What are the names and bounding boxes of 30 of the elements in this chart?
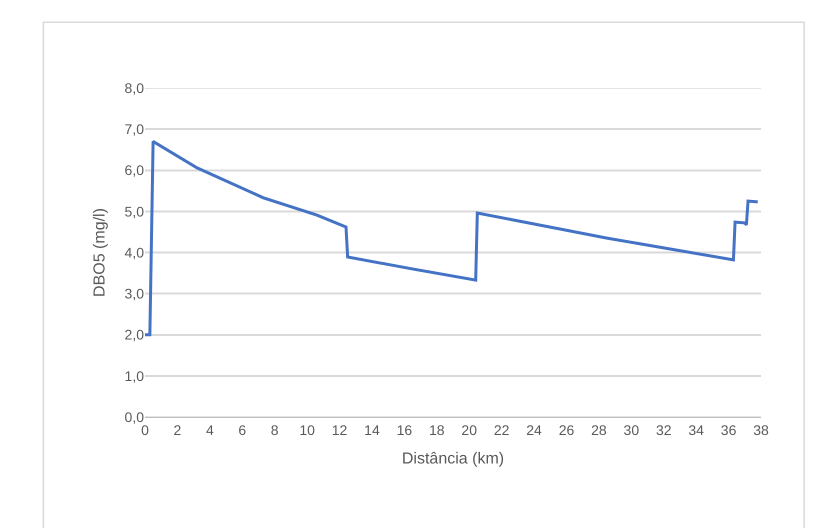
x-tick-label: 18 — [429, 422, 445, 438]
x-tick-label: 22 — [494, 422, 510, 438]
x-axis-title: Distância (km) — [402, 450, 504, 468]
y-tick-label: 3,0 — [124, 286, 144, 302]
y-tick-label: 2,0 — [124, 326, 144, 343]
x-tick-label: 24 — [526, 422, 542, 438]
y-tick-label: 4,0 — [124, 244, 144, 260]
y-tick-label: 7,0 — [124, 121, 144, 138]
x-tick-label: 28 — [591, 422, 607, 438]
x-tick-label: 14 — [364, 422, 380, 438]
y-tick-label: 8,0 — [124, 80, 144, 96]
x-tick-label: 10 — [299, 422, 316, 438]
y-tick-label: 1,0 — [124, 368, 144, 384]
x-tick-label: 30 — [624, 422, 640, 438]
x-tick-label: 2 — [174, 422, 182, 438]
x-tick-label: 4 — [206, 422, 214, 438]
x-tick-label: 20 — [461, 422, 478, 438]
x-tick-label: 12 — [332, 422, 348, 438]
x-tick-label: 26 — [558, 422, 574, 438]
x-tick-label: 16 — [396, 422, 412, 438]
x-tick-label: 36 — [720, 422, 737, 438]
x-tick-label: 38 — [753, 422, 769, 438]
y-tick-label: 6,0 — [124, 162, 144, 178]
y-axis-title: DBO5 (mg/l) — [91, 208, 108, 297]
x-tick-label: 8 — [270, 422, 279, 438]
y-tick-label: 5,0 — [124, 203, 144, 220]
x-tick-label: 32 — [656, 422, 672, 438]
x-tick-label: 6 — [238, 422, 246, 438]
line-series — [145, 140, 760, 336]
x-tick-label: 34 — [688, 422, 704, 438]
